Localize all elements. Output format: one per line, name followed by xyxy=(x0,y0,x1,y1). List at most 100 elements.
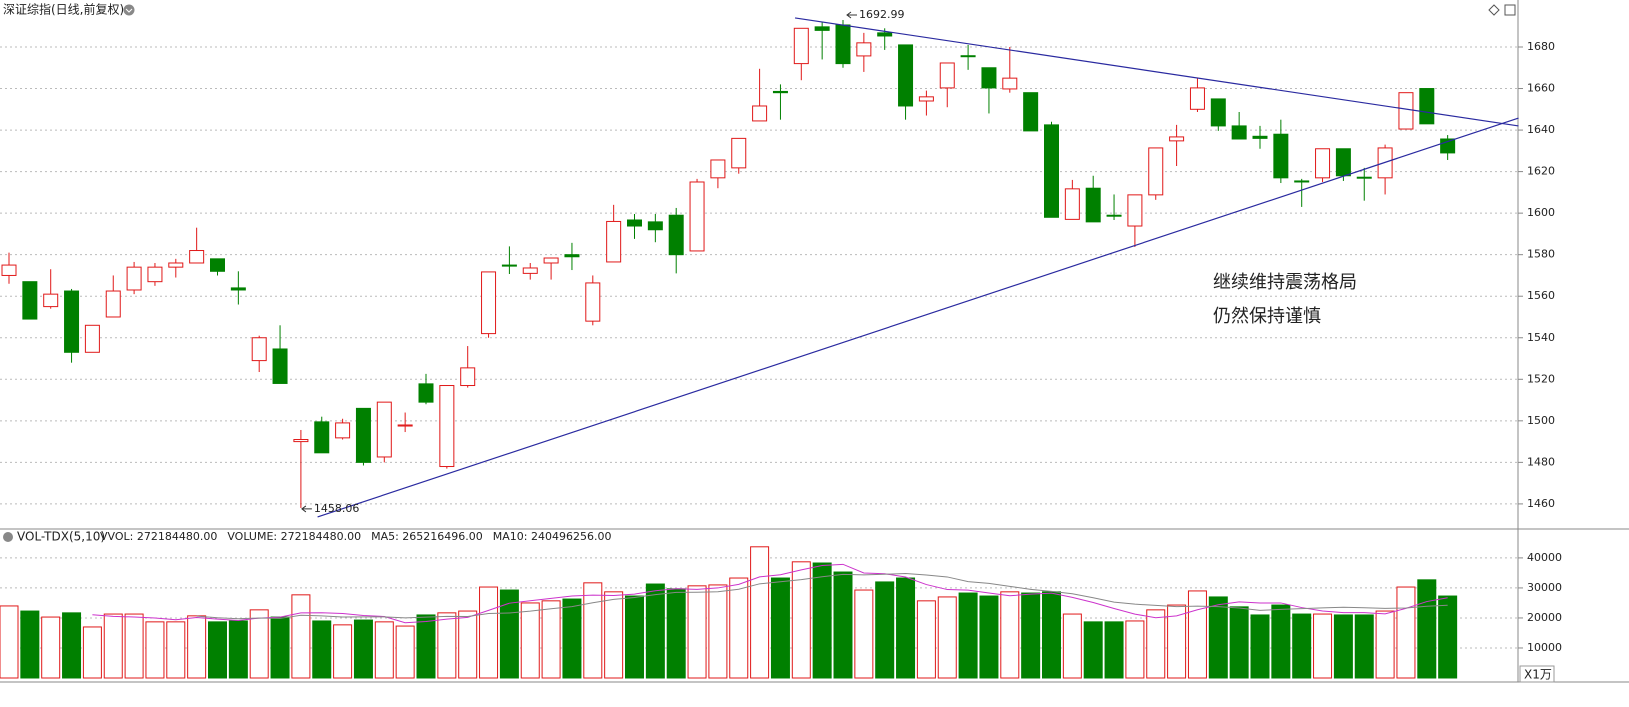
candle-body xyxy=(1398,92,1414,130)
volume-bar xyxy=(1083,621,1103,679)
volume-bar xyxy=(812,562,832,679)
y-tick-label: 1520 xyxy=(1527,372,1555,385)
menu-icon-arrow xyxy=(125,8,133,13)
candle-body xyxy=(564,254,580,258)
volume-bar xyxy=(1396,586,1416,679)
candle-body xyxy=(1064,188,1080,220)
volume-bar xyxy=(353,619,373,679)
candle-body xyxy=(543,257,559,264)
volume-bar xyxy=(1042,591,1061,679)
volume-bar xyxy=(124,613,144,679)
y-tick-label: 1640 xyxy=(1527,123,1555,136)
volume-bar xyxy=(562,598,582,679)
legend-entry: MA10: 240496256.00 xyxy=(493,530,612,543)
y-tick-label: 1620 xyxy=(1527,165,1555,178)
volume-bar xyxy=(0,605,19,679)
diamond-icon[interactable] xyxy=(1488,4,1500,16)
volume-bar xyxy=(541,600,561,679)
candle-body xyxy=(105,290,121,318)
panel-icon[interactable] xyxy=(1504,4,1516,16)
volume-bar xyxy=(41,616,61,679)
legend-entry: VVOL: 272184480.00 xyxy=(100,530,217,543)
candle-body xyxy=(1002,77,1018,90)
candle-body xyxy=(793,27,809,65)
volume-bar xyxy=(1104,621,1124,679)
volume-bar xyxy=(979,595,999,679)
candle-body xyxy=(522,267,538,274)
volume-bar xyxy=(1146,609,1166,679)
candle-body xyxy=(1148,147,1164,196)
candle-body xyxy=(710,159,726,179)
volume-bar xyxy=(20,610,40,679)
volume-bar xyxy=(1354,614,1374,679)
volume-bar xyxy=(520,602,540,679)
y-tick-label: 1540 xyxy=(1527,331,1555,344)
y-tick-label: 1560 xyxy=(1527,289,1555,302)
candle-body xyxy=(585,282,601,322)
candle-body xyxy=(1127,194,1143,227)
candle-body xyxy=(84,324,100,353)
volume-bar xyxy=(395,625,415,679)
chart-title: 深证综指(日线,前复权) xyxy=(3,2,124,17)
volume-bar xyxy=(437,612,457,679)
volume-bar xyxy=(708,584,728,679)
volume-bar xyxy=(916,600,936,679)
volume-bar xyxy=(854,589,874,679)
candle-body xyxy=(272,348,288,384)
candle-body xyxy=(689,181,705,252)
menu-icon[interactable] xyxy=(3,532,13,542)
volume-bar xyxy=(625,595,644,679)
indicator-title: VOL-TDX(5,10) xyxy=(17,530,105,544)
candle-body xyxy=(147,266,163,283)
volume-bar xyxy=(1438,595,1458,679)
y-tick-label: 1480 xyxy=(1527,455,1555,468)
candle-body xyxy=(877,32,893,37)
annotation: 继续维持震荡格局 xyxy=(1213,272,1357,293)
unit-box xyxy=(1519,665,1555,683)
menu-icon[interactable] xyxy=(123,4,135,16)
volume-bar xyxy=(291,594,311,679)
volume-bar xyxy=(1292,613,1312,679)
volume-bar xyxy=(416,614,436,679)
volume-bar xyxy=(1167,604,1187,679)
volume-bar xyxy=(228,620,248,679)
candle-body xyxy=(376,401,392,458)
candle-body xyxy=(439,385,455,468)
candle-body xyxy=(647,221,663,231)
candle-body xyxy=(960,55,976,58)
candle-body xyxy=(481,271,497,335)
candle-body xyxy=(898,44,914,107)
y-tick-label: 30000 xyxy=(1527,581,1562,594)
candle-body xyxy=(772,90,788,94)
low-label: 1458.06 xyxy=(314,502,360,515)
volume-bar xyxy=(458,610,478,679)
volume-bar xyxy=(1021,592,1041,679)
volume-bar xyxy=(187,615,207,679)
candle-body xyxy=(1085,187,1101,223)
candle-body xyxy=(418,383,434,403)
volume-bar xyxy=(729,577,749,679)
candle-body xyxy=(1169,136,1185,142)
volume-bar xyxy=(1125,620,1145,679)
candle-body xyxy=(397,424,413,427)
volume-bar xyxy=(249,609,269,679)
volume-bar xyxy=(791,561,811,679)
candle-body xyxy=(1273,133,1289,179)
candle-body xyxy=(1335,148,1351,177)
candle-body xyxy=(1189,87,1205,110)
candle-body xyxy=(251,337,267,362)
candle-body xyxy=(168,262,184,268)
volume-bar xyxy=(770,577,790,679)
volume-bar xyxy=(270,616,290,679)
marker-arrow xyxy=(301,505,312,513)
volume-bar xyxy=(103,613,123,679)
candle-body xyxy=(1106,214,1122,217)
trend-line xyxy=(317,117,1519,518)
legend-entry: VOLUME: 272184480.00 xyxy=(227,530,361,543)
y-tick-label: 1500 xyxy=(1527,414,1555,427)
candle-body xyxy=(731,137,747,169)
candle-body xyxy=(335,422,351,439)
volume-bar xyxy=(333,624,353,679)
candle-body xyxy=(293,439,309,443)
volume-bar xyxy=(958,592,978,679)
